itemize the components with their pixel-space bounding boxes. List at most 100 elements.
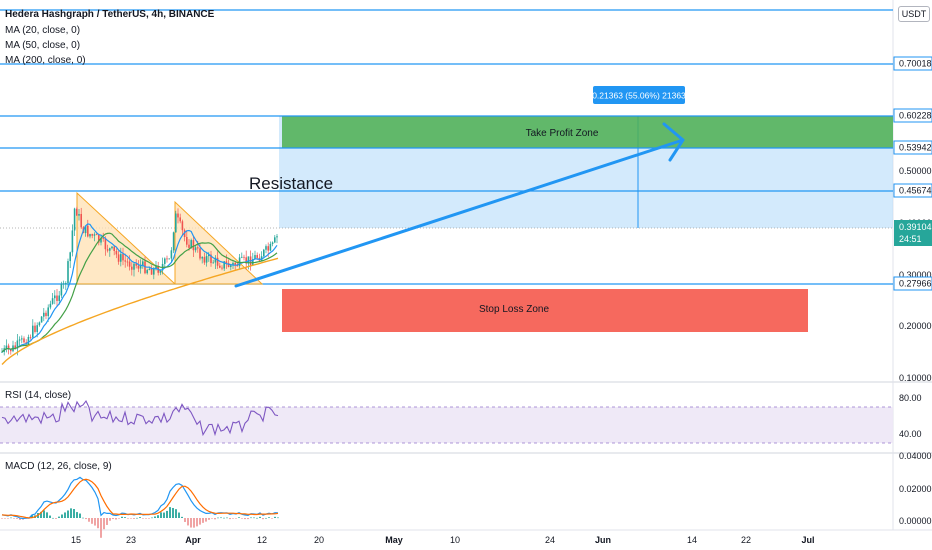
candle-body	[18, 339, 21, 341]
candle-body	[269, 244, 272, 251]
macd-histogram-bar	[67, 510, 69, 518]
candle-body	[172, 232, 175, 251]
candle-body	[34, 325, 36, 332]
candle-body	[65, 283, 67, 284]
macd-histogram-bar	[238, 517, 240, 518]
macd-histogram-bar	[190, 518, 192, 528]
triangle-pattern-1[interactable]	[76, 191, 177, 285]
price-axis-label: 0.20000	[899, 321, 932, 331]
macd-histogram-bar	[172, 507, 174, 518]
candle-body	[181, 221, 184, 231]
macd-histogram-bar	[88, 518, 90, 522]
candle-body	[205, 256, 208, 263]
candle-body	[124, 260, 126, 262]
candle-body	[56, 295, 58, 302]
candle-body	[276, 236, 278, 238]
macd-histogram-bar	[253, 517, 255, 519]
time-axis[interactable]: 15 23 Apr 12 20 May 10 24 Jun 14 22 Jul	[71, 535, 815, 545]
candle-body	[1, 351, 3, 353]
candle-body	[91, 234, 93, 236]
candle-body	[267, 246, 269, 251]
macd-legend[interactable]: MACD (12, 26, close, 9)	[5, 461, 112, 472]
macd-histogram-bar	[97, 518, 99, 529]
candle-body	[183, 230, 186, 237]
candle-body	[84, 225, 87, 234]
candle-body	[23, 338, 25, 343]
macd-histogram-bar	[235, 518, 237, 519]
macd-histogram-bar	[193, 518, 195, 528]
macd-histogram-bar	[10, 517, 12, 519]
rsi-line[interactable]	[1, 399, 279, 437]
macd-histogram-bar	[52, 517, 54, 519]
resistance-label[interactable]: Resistance	[249, 174, 333, 193]
ma20-line[interactable]	[1, 223, 278, 353]
candle-body	[38, 322, 41, 326]
ma50-line[interactable]	[1, 232, 278, 353]
rsi-axis-label: 80.00	[899, 393, 922, 403]
triangle-pattern-2[interactable]	[174, 200, 264, 285]
macd-histogram-bar	[178, 512, 180, 518]
macd-histogram-bar	[73, 509, 75, 518]
macd-histogram-bar	[16, 518, 18, 519]
macd-histogram-bar	[256, 517, 258, 519]
macd-histogram[interactable]	[1, 507, 279, 538]
candle-body	[194, 247, 197, 251]
candle-body	[223, 261, 225, 269]
macd-histogram-bar	[76, 512, 78, 518]
candle-body	[5, 345, 8, 349]
ma200-line[interactable]	[1, 257, 279, 365]
macd-histogram-bar	[127, 518, 129, 519]
candle-body	[128, 261, 131, 267]
candle-body	[100, 238, 102, 243]
macd-histogram-bar	[61, 514, 63, 518]
macd-histogram-bar	[214, 518, 216, 520]
ma200-legend[interactable]: MA (200, close, 0)	[5, 55, 86, 66]
candle-body	[93, 234, 96, 236]
macd-histogram-bar	[40, 511, 42, 518]
candle-body	[102, 238, 104, 239]
candle-body	[40, 316, 43, 323]
measure-label-box	[593, 86, 685, 104]
ma50-legend[interactable]: MA (50, close, 0)	[5, 40, 81, 51]
candle-body	[175, 213, 177, 233]
candle-body	[245, 257, 247, 264]
candlestick-series[interactable]	[1, 206, 278, 356]
macd-histogram-bar	[49, 515, 51, 518]
macd-histogram-bar	[46, 512, 48, 518]
take-profit-label: Take Profit Zone	[526, 128, 599, 139]
stop-loss-zone[interactable]	[282, 289, 808, 332]
macd-histogram-bar	[130, 518, 132, 519]
symbol-title[interactable]: Hedera Hashgraph / TetherUS, 4h, BINANCE	[5, 9, 215, 20]
candle-body	[214, 257, 217, 263]
take-profit-zone[interactable]	[282, 116, 893, 148]
macd-histogram-bar	[265, 517, 267, 519]
time-axis-label: 10	[450, 535, 460, 545]
currency-button[interactable]: USDT	[898, 6, 930, 22]
macd-histogram-bar	[220, 517, 222, 519]
price-axis-label: 0.30000	[899, 270, 932, 280]
ma20-legend[interactable]: MA (20, close, 0)	[5, 25, 81, 36]
candle-body	[73, 208, 76, 231]
candle-body	[27, 336, 30, 345]
candle-body	[232, 262, 234, 266]
candle-body	[179, 217, 181, 222]
candle-body	[98, 234, 100, 243]
candle-body	[219, 265, 221, 268]
macd-histogram-bar	[199, 518, 201, 525]
candle-body	[43, 312, 45, 317]
macd-histogram-bar	[187, 518, 189, 526]
rsi-legend[interactable]: RSI (14, close)	[5, 390, 72, 401]
macd-histogram-bar	[223, 517, 225, 519]
candle-body	[164, 258, 166, 264]
macd-histogram-bar	[151, 517, 153, 519]
macd-histogram-bar	[58, 516, 60, 518]
projection-arrow[interactable]	[234, 122, 685, 288]
candle-body	[201, 257, 203, 259]
macd-signal-line[interactable]	[1, 478, 279, 519]
candle-body	[243, 256, 245, 258]
candle-body	[14, 345, 16, 349]
macd-histogram-bar	[43, 510, 45, 518]
